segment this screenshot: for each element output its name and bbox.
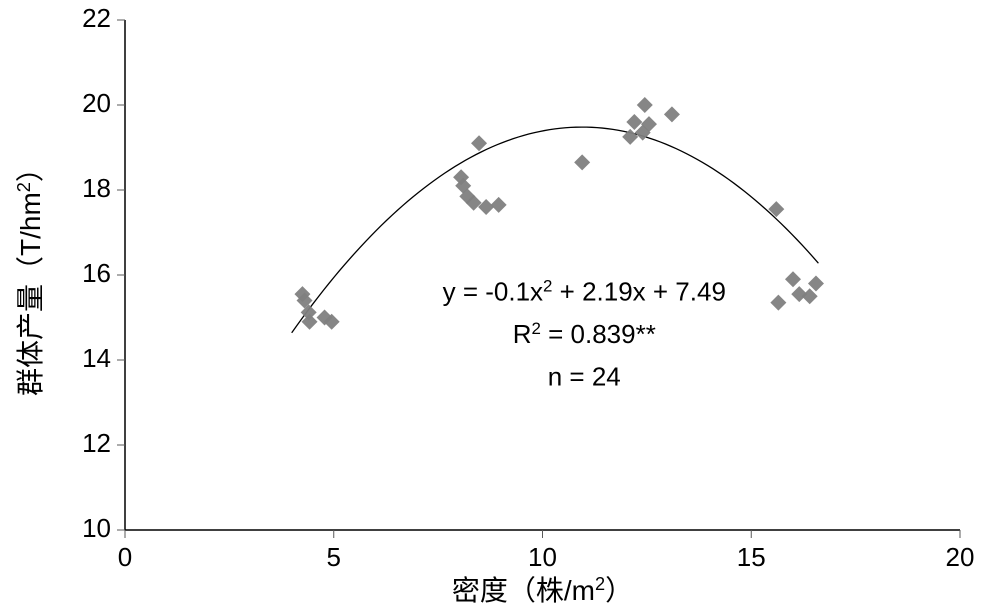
scatter-chart: 0510152010121416182022密度（株/m2）群体产量（T/hm2… <box>0 0 1000 609</box>
y-tick-label: 18 <box>82 173 111 203</box>
x-tick-label: 0 <box>118 542 132 572</box>
x-tick-label: 20 <box>946 542 975 572</box>
chart-svg: 0510152010121416182022密度（株/m2）群体产量（T/hm2… <box>0 0 1000 609</box>
y-tick-label: 16 <box>82 258 111 288</box>
x-tick-label: 15 <box>737 542 766 572</box>
annotation-line: y = -0.1x2 + 2.19x + 7.49 <box>443 276 726 307</box>
x-tick-label: 5 <box>327 542 341 572</box>
y-tick-label: 14 <box>82 343 111 373</box>
y-tick-label: 10 <box>82 513 111 543</box>
y-tick-label: 22 <box>82 3 111 33</box>
x-axis-title: 密度（株/m2） <box>452 574 633 606</box>
y-tick-label: 12 <box>82 428 111 458</box>
y-tick-label: 20 <box>82 88 111 118</box>
annotation-line: n = 24 <box>548 362 621 392</box>
x-tick-label: 10 <box>528 542 557 572</box>
